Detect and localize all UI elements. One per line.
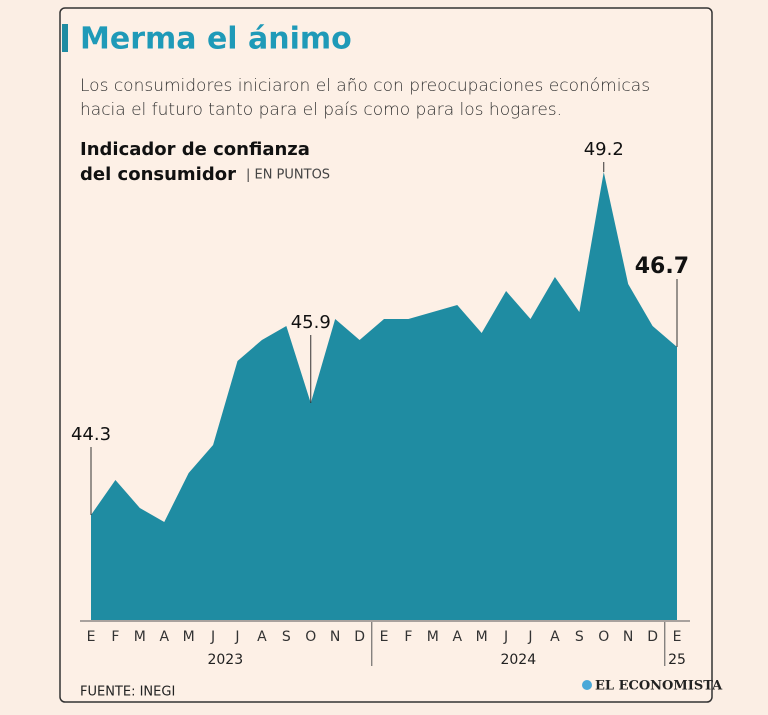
x-tick-label: A [159,629,169,645]
source: FUENTE: INEGI [80,685,175,700]
brand: EL ECONOMISTA [595,679,723,694]
subtitle: Los consumidores iniciaron el año con pr… [80,76,651,120]
x-tick-label: M [427,629,439,645]
x-tick-label: E [380,629,389,645]
x-tick-label: M [134,629,146,645]
year-label: 25 [668,652,686,668]
value-label: 46.7 [635,254,689,279]
x-tick-label: N [330,629,340,645]
logo-icon [582,680,592,690]
x-tick-label: E [673,629,682,645]
x-tick-label: M [476,629,488,645]
chart-label-part: del consumidor [80,164,236,185]
x-tick-label: J [210,629,215,645]
value-label: 49.2 [584,139,624,160]
value-label: 44.3 [71,424,111,445]
value-label: 45.9 [291,312,331,333]
year-label: 2024 [500,652,536,668]
x-tick-label: J [527,629,532,645]
x-tick-label: J [234,629,239,645]
x-tick-label: S [575,629,584,645]
area [91,172,677,620]
x-tick-label: S [282,629,291,645]
chart-label: Indicador de confianza del consumidor [80,139,310,185]
chart-title: Merma el ánimo [80,22,352,57]
unit-label: | EN PUNTOS [246,168,330,183]
x-tick-label: M [183,629,195,645]
x-tick-label: D [647,629,658,645]
year-label: 2023 [207,652,243,668]
x-tick-label: O [598,629,609,645]
x-tick-label: N [623,629,633,645]
x-tick-label: E [87,629,96,645]
title-bar [62,24,68,52]
x-tick-label: F [404,629,412,645]
chart-label-part: Indicador de confianza [80,139,310,160]
x-tick-label: F [111,629,119,645]
x-tick-label: D [354,629,365,645]
x-tick-label: O [305,629,316,645]
x-tick-label: J [503,629,508,645]
x-tick-label: A [452,629,462,645]
x-tick-label: A [550,629,560,645]
x-tick-label: A [257,629,267,645]
